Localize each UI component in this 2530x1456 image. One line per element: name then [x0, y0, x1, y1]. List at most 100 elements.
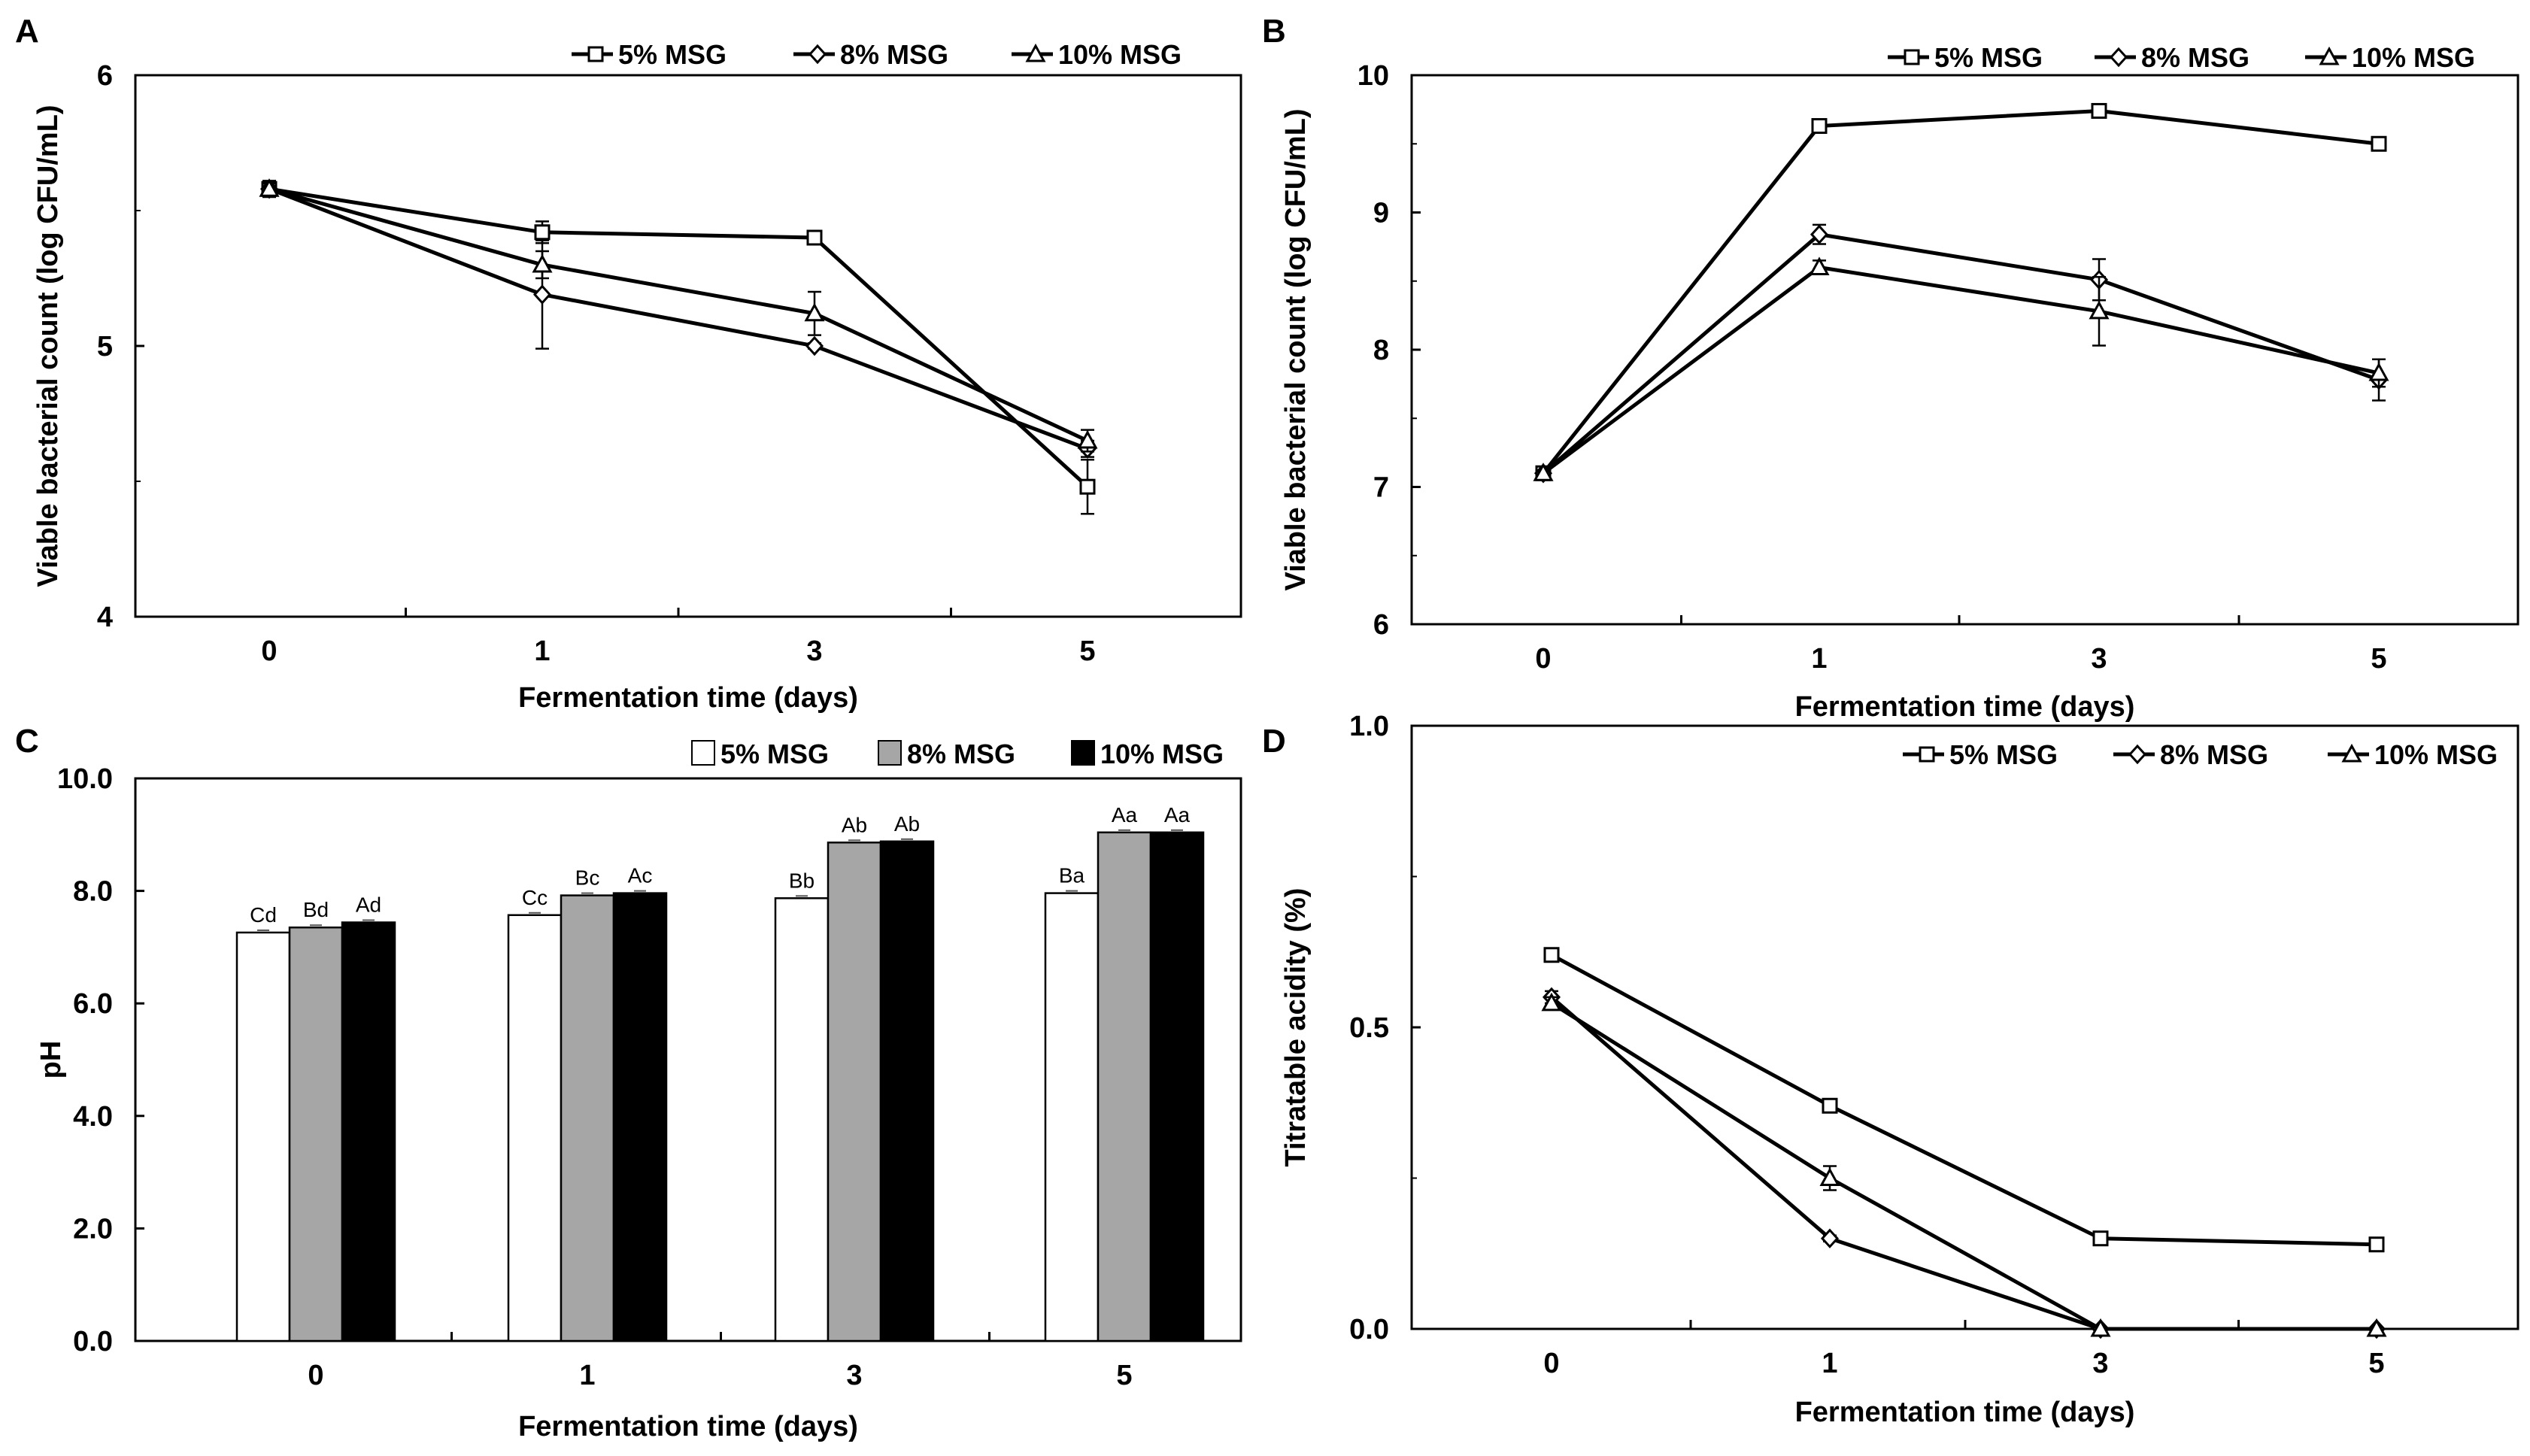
- plot-frame-c: [134, 777, 1242, 1342]
- y-tick-label-c: 10.0: [57, 763, 113, 795]
- data-point-diamond: [1820, 1228, 1840, 1248]
- bar-significance-label: Bd: [303, 898, 329, 921]
- y-tick-label-d: 0.5: [1349, 1012, 1389, 1044]
- data-point-square: [1822, 1097, 1838, 1114]
- panel-label-d: D: [1262, 723, 1286, 760]
- legend-marker-triangle: [2341, 743, 2362, 763]
- legend-label: 10% MSG: [1058, 39, 1182, 70]
- y-tick-label-d: 1.0: [1349, 711, 1389, 742]
- data-point-triangle: [804, 302, 825, 322]
- legend-label: 5% MSG: [1949, 739, 2058, 770]
- x-axis-title-b: Fermentation time (days): [1795, 691, 2135, 723]
- bar-significance-label: Ad: [356, 893, 381, 916]
- data-point-triangle: [1809, 256, 1830, 275]
- x-tick-label-c: 0: [308, 1360, 323, 1391]
- x-tick-label-c: 3: [846, 1360, 862, 1391]
- y-tick-label-b: 6: [1373, 609, 1389, 641]
- bar-5msg: [507, 914, 563, 1342]
- bar-significance-label: Aa: [1164, 803, 1191, 827]
- data-point-square: [534, 224, 551, 241]
- bar-significance-label: Ab: [894, 812, 920, 836]
- data-point-diamond: [532, 284, 552, 305]
- x-tick-label-b: 1: [1811, 643, 1827, 675]
- x-tick-label-b: 0: [1535, 643, 1551, 675]
- data-point-square: [1811, 118, 1828, 135]
- series-line-a-1: [268, 187, 1089, 489]
- panel-label-b: B: [1262, 13, 1286, 50]
- y-axis-title-a: Viable bacterial count (log CFU/mL): [32, 105, 64, 587]
- plot-frame-b: [1410, 74, 2519, 626]
- data-point-triangle: [1077, 429, 1098, 449]
- data-point-triangle: [2368, 362, 2389, 381]
- series-line-a-3: [268, 187, 1089, 443]
- y-tick-label-c: 4.0: [73, 1101, 113, 1133]
- x-tick-label-a: 0: [261, 635, 277, 667]
- legend-label: 5% MSG: [1934, 42, 2043, 73]
- data-point-square: [1079, 478, 1096, 495]
- y-tick-label-b: 9: [1373, 198, 1389, 229]
- y-axis-title-b: Viable bacterial count (log CFU/mL): [1280, 108, 1312, 590]
- legend-label: 8% MSG: [907, 739, 1015, 769]
- bar-8msg: [288, 926, 344, 1342]
- legend-label: 8% MSG: [840, 39, 948, 70]
- x-tick-label-c: 5: [1116, 1360, 1132, 1391]
- x-tick-label-a: 1: [534, 635, 550, 667]
- data-point-triangle: [2366, 1318, 2387, 1337]
- y-tick-label-a: 4: [97, 602, 113, 633]
- legend-marker-diamond: [2128, 744, 2147, 765]
- x-tick-label-d: 1: [1822, 1348, 1837, 1379]
- data-point-square: [2092, 1230, 2109, 1247]
- bar-significance-label: Ba: [1059, 864, 1085, 887]
- legend-marker-diamond: [808, 44, 827, 65]
- bar-8msg: [1097, 831, 1152, 1342]
- x-tick-label-a: 3: [806, 635, 822, 667]
- legend-label: 5% MSG: [720, 739, 829, 769]
- data-point-triangle: [2089, 300, 2110, 320]
- data-point-triangle: [2090, 1318, 2111, 1337]
- legend-label: 8% MSG: [2141, 42, 2249, 73]
- y-tick-label-a: 5: [97, 331, 113, 362]
- bar-5msg: [1044, 892, 1100, 1342]
- bar-5msg: [235, 931, 291, 1342]
- data-point-diamond: [1810, 224, 1829, 244]
- y-tick-label-c: 6.0: [73, 988, 113, 1020]
- data-point-triangle: [1541, 992, 1562, 1012]
- series-line-a-2: [268, 187, 1088, 451]
- y-tick-label-b: 10: [1358, 60, 1389, 92]
- panel-label-c: C: [15, 723, 39, 760]
- x-tick-label-d: 0: [1543, 1348, 1559, 1379]
- data-point-square: [806, 229, 823, 246]
- series-line-d-1: [1550, 953, 2377, 1247]
- legend-label: 10% MSG: [2352, 42, 2475, 73]
- y-tick-label-d: 0.0: [1349, 1314, 1389, 1345]
- y-tick-label-c: 0.0: [73, 1326, 113, 1357]
- bar-significance-label: Cc: [522, 886, 548, 909]
- bar-significance-label: Aa: [1112, 803, 1138, 827]
- x-axis-title-a: Fermentation time (days): [518, 682, 858, 714]
- y-axis-title-c: pH: [35, 1041, 67, 1079]
- bar-10msg: [612, 892, 668, 1342]
- bar-5msg: [774, 897, 830, 1342]
- data-point-triangle: [1533, 463, 1554, 481]
- data-point-triangle: [1819, 1167, 1840, 1186]
- data-point-square: [2368, 1236, 2385, 1253]
- x-tick-label-d: 3: [2092, 1348, 2108, 1379]
- legend-label: 10% MSG: [1100, 739, 1224, 769]
- bar-significance-label: Bc: [575, 866, 600, 890]
- legend-label: 8% MSG: [2160, 739, 2268, 770]
- legend-swatch: [1071, 740, 1095, 766]
- x-tick-label-b: 3: [2091, 643, 2107, 675]
- x-axis-title-c: Fermentation time (days): [518, 1411, 858, 1442]
- data-point-diamond: [805, 335, 824, 356]
- y-tick-label-b: 8: [1373, 335, 1389, 366]
- y-axis-title-d: Titratable acidity (%): [1280, 888, 1312, 1167]
- x-tick-label-d: 5: [2368, 1348, 2384, 1379]
- series-line-d-3: [1550, 1001, 2377, 1331]
- legend-marker-diamond: [2109, 47, 2128, 68]
- data-point-square: [2091, 102, 2107, 119]
- bar-8msg: [827, 842, 882, 1342]
- legend-swatch: [878, 740, 902, 766]
- bar-significance-label: Ac: [628, 864, 653, 887]
- series-line-b-1: [1542, 108, 2380, 475]
- y-tick-label-a: 6: [97, 60, 113, 92]
